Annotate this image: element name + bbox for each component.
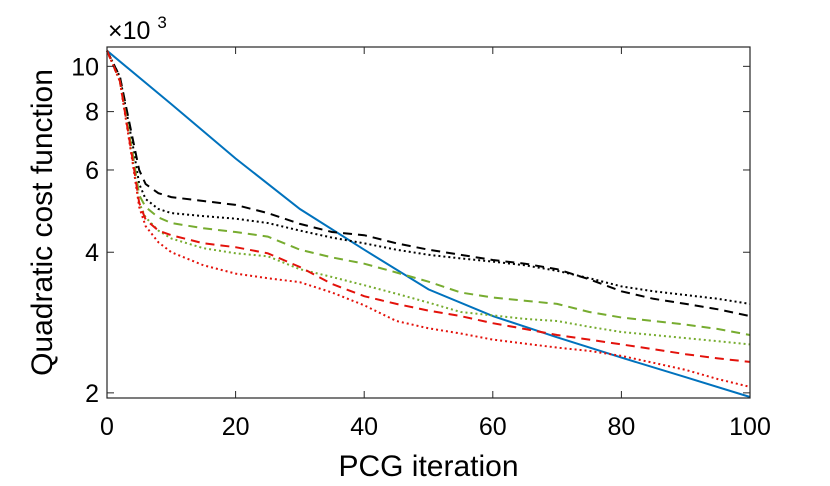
series-line-red-dotted [106,50,751,388]
x-tick-label: 100 [729,413,771,441]
y-multiplier-base: ×10 [108,17,150,45]
ticks-layer: 0 20 40 60 80 100 2 4 6 8 10 [71,47,771,441]
y-multiplier: ×10 3 [108,13,167,45]
series-line-black-dashed [106,50,751,318]
x-tick-label: 80 [607,413,635,441]
x-tick-label: 40 [350,413,378,441]
x-tick-label: 0 [100,413,114,441]
axes-box [106,46,751,399]
series-line-black-dotted [106,50,751,305]
y-tick-label: 8 [85,99,99,127]
y-tick-label: 10 [71,53,99,81]
y-axis-label: Quadratic cost function [26,69,59,376]
series-line-red-dashed [106,50,751,363]
series-layer [106,49,751,398]
y-tick-label: 2 [85,380,99,408]
series-line-green-dashed [106,50,751,336]
y-multiplier-exponent: 3 [157,13,166,32]
y-tick-label: 6 [85,157,99,185]
x-tick-label: 20 [222,413,250,441]
y-tick-label: 4 [85,239,99,267]
x-axis-label: PCG iteration [338,450,518,483]
series-line-blue-solid [106,49,751,398]
x-tick-label: 60 [479,413,507,441]
series-line-green-dotted [106,50,751,346]
